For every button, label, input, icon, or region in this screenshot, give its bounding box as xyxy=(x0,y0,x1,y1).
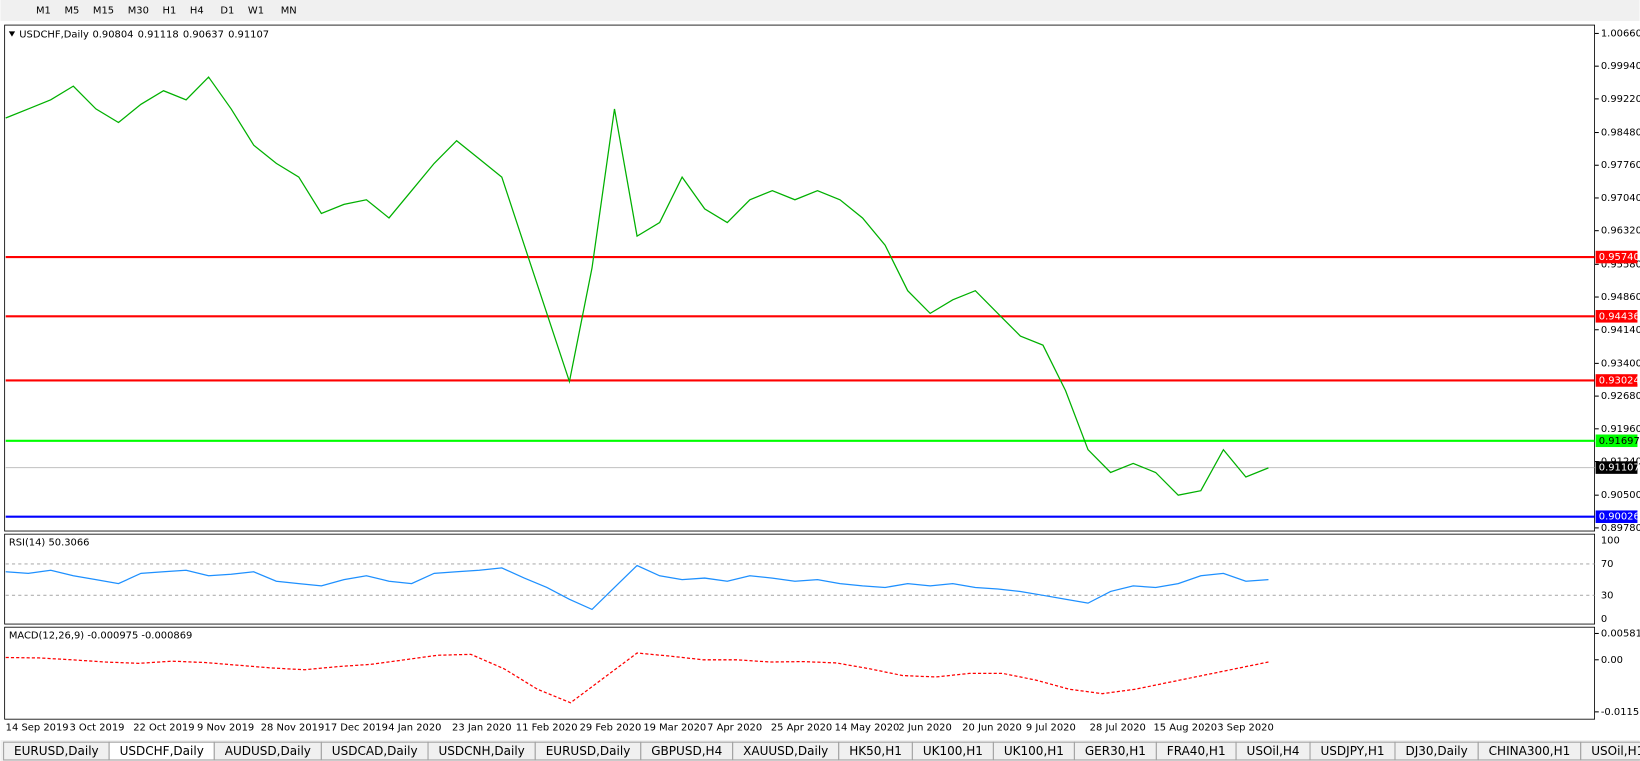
tab-label[interactable]: USDCHF,Daily xyxy=(120,744,204,758)
timeframe-button[interactable]: M15 xyxy=(93,5,114,16)
level-label: 0.93024 xyxy=(1599,375,1640,386)
level-label: 0.91697 xyxy=(1599,436,1640,447)
price-tick-label: 0.91960 xyxy=(1601,424,1640,435)
rsi-title: RSI(14) 50.3066 xyxy=(9,538,90,549)
ohlc-value: 0.90804 xyxy=(92,29,133,40)
level-box xyxy=(1595,434,1638,448)
series-line xyxy=(5,564,1269,611)
date-label: 29 Feb 2020 xyxy=(580,723,642,734)
level-label: 0.90026 xyxy=(1599,512,1640,523)
price-tick-label: 0.97040 xyxy=(1601,193,1640,204)
macd-tick-label: 0.00 xyxy=(1601,655,1623,666)
timeframe-button[interactable]: H4 xyxy=(190,5,204,16)
tab-label[interactable]: UK100,H1 xyxy=(1004,744,1064,758)
price-tick-label: 1.00660 xyxy=(1601,28,1640,39)
date-label: 7 Apr 2020 xyxy=(707,723,762,734)
level-label: 0.94436 xyxy=(1599,311,1640,322)
level-box xyxy=(1595,374,1638,387)
date-label: 14 Sep 2019 xyxy=(6,723,69,734)
tab[interactable] xyxy=(1580,741,1640,761)
tab-label[interactable]: EURUSD,Daily xyxy=(14,744,99,758)
timeframe-button[interactable]: D1 xyxy=(220,5,234,16)
tab-label[interactable]: USDJPY,H1 xyxy=(1320,744,1384,758)
date-label: 11 Feb 2020 xyxy=(516,723,578,734)
collapse-icon xyxy=(8,31,16,37)
date-label: 4 Jan 2020 xyxy=(388,723,441,734)
date-label: 17 Dec 2019 xyxy=(325,723,388,734)
tab-label[interactable]: USDCNH,Daily xyxy=(438,744,524,758)
date-label: 28 Jul 2020 xyxy=(1090,723,1146,734)
macd-pane xyxy=(4,626,1596,720)
level-box xyxy=(1595,310,1638,323)
tab-label[interactable]: CHINA300,H1 xyxy=(1489,744,1571,758)
tab-label[interactable]: USDCAD,Daily xyxy=(332,744,418,758)
current-price-label: 0.91107 xyxy=(1599,463,1640,474)
timeframe-button[interactable]: M1 xyxy=(36,5,51,16)
ohlc-value: 0.90637 xyxy=(183,29,224,40)
symbol: USDCHF,Daily xyxy=(19,29,89,40)
date-label: 3 Sep 2020 xyxy=(1217,723,1274,734)
date-label: 19 Mar 2020 xyxy=(643,723,706,734)
toolbar xyxy=(0,0,1640,21)
date-label: 23 Jan 2020 xyxy=(452,723,511,734)
tab-label[interactable]: FRA40,H1 xyxy=(1167,744,1226,758)
tab-label[interactable]: USOil,H1 xyxy=(1591,744,1640,758)
price-tick-label: 0.99220 xyxy=(1601,94,1640,105)
date-label: 14 May 2020 xyxy=(835,723,900,734)
level-label: 0.95740 xyxy=(1599,252,1640,263)
level-box xyxy=(1595,250,1638,264)
timeframe-button[interactable]: M5 xyxy=(64,5,79,16)
date-label: 3 Oct 2019 xyxy=(69,723,124,734)
rsi-tick-label: 70 xyxy=(1601,559,1614,570)
date-label: 25 Apr 2020 xyxy=(771,723,832,734)
tab-label[interactable]: UK100,H1 xyxy=(923,744,983,758)
date-label: 9 Jul 2020 xyxy=(1026,723,1076,734)
series-line xyxy=(5,652,1269,704)
ohlc-value: 0.91107 xyxy=(228,29,269,40)
price-tick-label: 0.93400 xyxy=(1601,358,1640,369)
rsi-tick-label: 100 xyxy=(1601,535,1620,546)
main-pane xyxy=(4,24,1596,532)
price-tick-label: 0.99940 xyxy=(1601,61,1640,72)
price-tick-label: 0.94140 xyxy=(1601,325,1640,336)
price-tick-label: 0.92680 xyxy=(1601,391,1640,402)
date-label: 28 Nov 2019 xyxy=(261,723,325,734)
price-tick-label: 0.89780 xyxy=(1601,523,1640,534)
timeframe-button[interactable]: H1 xyxy=(162,5,176,16)
timeframe-button[interactable]: W1 xyxy=(248,5,264,16)
ohlc-value: 0.91118 xyxy=(138,29,179,40)
level-box xyxy=(1595,510,1638,523)
rsi-pane xyxy=(4,533,1596,625)
date-label: 2 Jun 2020 xyxy=(898,723,951,734)
price-tick-label: 0.94860 xyxy=(1601,292,1640,303)
tab-label[interactable]: HK50,H1 xyxy=(849,744,902,758)
date-label: 20 Jun 2020 xyxy=(962,723,1022,734)
date-label: 22 Oct 2019 xyxy=(133,723,194,734)
tab-label[interactable]: AUDUSD,Daily xyxy=(225,744,311,758)
price-tick-label: 0.97760 xyxy=(1601,160,1640,171)
timeframe-button[interactable]: M30 xyxy=(128,5,149,16)
tab-label[interactable]: XAUUSD,Daily xyxy=(743,744,828,758)
date-label: 9 Nov 2019 xyxy=(197,723,254,734)
rsi-tick-label: 30 xyxy=(1601,590,1614,601)
macd-tick-label: 0.005818 xyxy=(1601,628,1640,639)
price-tick-label: 0.90500 xyxy=(1601,490,1640,501)
timeframe-button[interactable]: MN xyxy=(281,5,297,16)
tab-label[interactable]: EURUSD,Daily xyxy=(546,744,631,758)
price-tick-label: 0.95580 xyxy=(1601,259,1640,270)
macd-title: MACD(12,26,9) -0.000975 -0.000869 xyxy=(9,631,193,642)
current-price-box xyxy=(1595,461,1638,474)
date-label: 15 Aug 2020 xyxy=(1153,723,1217,734)
rsi-tick-label: 0 xyxy=(1601,614,1607,625)
series-line xyxy=(5,76,1269,496)
tab-label[interactable]: DJ30,Daily xyxy=(1405,744,1467,758)
tab-label[interactable]: GBPUSD,H4 xyxy=(651,744,722,758)
price-tick-label: 0.98480 xyxy=(1601,128,1640,139)
tab-label[interactable]: USOil,H4 xyxy=(1247,744,1300,758)
tab-label[interactable]: GER30,H1 xyxy=(1085,744,1146,758)
price-tick-label: 0.96320 xyxy=(1601,226,1640,237)
